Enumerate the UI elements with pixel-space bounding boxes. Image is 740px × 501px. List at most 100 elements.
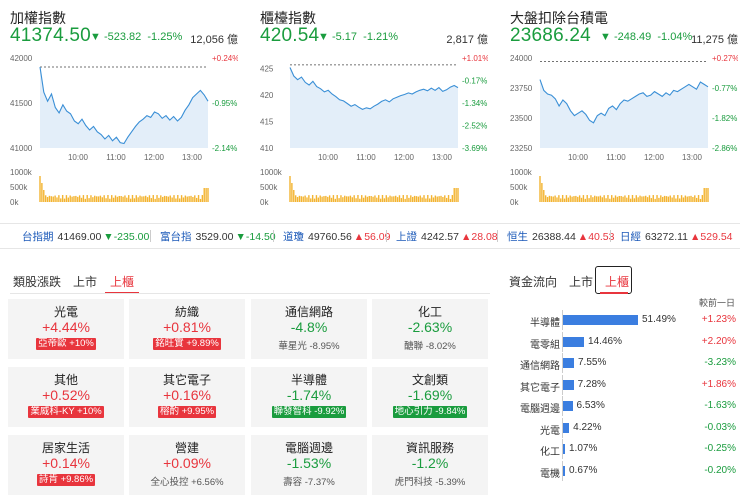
leader-text: 醣聯 -8.02% (404, 341, 456, 352)
tab-otc[interactable]: 上櫃 (110, 275, 135, 289)
volume-tick-label: 1000k (260, 168, 283, 177)
sector-percent: -4.8% (290, 319, 328, 335)
sector-name: 半導體 (290, 373, 327, 387)
divider (386, 230, 387, 242)
leader-text: 華星光 -8.95% (278, 341, 340, 352)
sector-card[interactable]: 通信網路 -4.8% 華星光 -8.95% (251, 299, 367, 359)
sector-card[interactable]: 其他 +0.52% 業威科-KY +10% (8, 367, 124, 427)
sector-percent: +0.81% (163, 319, 211, 335)
volume-tick-label: 0k (510, 198, 519, 207)
flow-compare-header: 較前一日 (698, 298, 735, 308)
divider (0, 248, 740, 249)
flow-bar (563, 444, 565, 454)
index-change: ▼ -248.49 -1.04% (600, 31, 693, 43)
index-panel-otc[interactable]: 櫃檯指數 420.54 ▼ -5.17 -1.21% 2,817 億 425 42… (260, 0, 488, 222)
index-title: 櫃檯指數 (260, 10, 316, 26)
index-title: 大盤扣除台積電 (510, 10, 608, 26)
leader-text: 虎門科技 -5.39% (394, 477, 466, 488)
tab-listed[interactable]: 上市 (569, 275, 594, 289)
flow-sector-name: 電機 (540, 468, 560, 480)
ticker-item[interactable]: 恒生 26388.44 ▲40.53 (507, 231, 615, 243)
index-value: 41374.50 (10, 25, 91, 46)
divider (150, 230, 151, 242)
sector-percent: -1.53% (286, 455, 332, 471)
tab-active-indicator (600, 292, 628, 294)
flow-share: 7.28% (577, 378, 606, 390)
sector-card[interactable]: 電腦週邊 -1.53% 壽容 -7.37% (251, 435, 367, 495)
sector-name: 其他 (53, 373, 78, 387)
flow-row[interactable]: 通信網路 7.55% -3.23% (509, 353, 740, 373)
sector-name: 紡織 (174, 305, 199, 319)
divider (10, 293, 490, 294)
sector-card[interactable]: 半導體 -1.74% 聯發智科 -9.92% (251, 367, 367, 427)
flow-row[interactable]: 光電 4.22% -0.03% (509, 417, 740, 438)
flow-sector-name: 光電 (540, 425, 560, 437)
sector-card[interactable]: 紡織 +0.81% 銘旺實 +9.89% (129, 299, 245, 359)
flow-sector-name: 其它電子 (520, 382, 560, 394)
sector-card[interactable]: 化工 -2.63% 醣聯 -8.02% (372, 299, 488, 359)
sector-name: 資訊服務 (405, 441, 454, 455)
index-panel-ex-tsmc[interactable]: 大盤扣除台積電 23686.24 ▼ -248.49 -1.04% 11,275… (510, 0, 738, 222)
flow-row[interactable]: 化工 1.07% -0.25% (509, 439, 740, 459)
sector-card[interactable]: 資訊服務 -1.2% 虎門科技 -5.39% (372, 435, 488, 495)
y-tick-label: 410 (260, 144, 274, 153)
flow-row[interactable]: 半導體 51.49% +1.23% (509, 310, 740, 330)
x-tick-label: 10:00 (568, 153, 589, 162)
sector-card[interactable]: 光電 +4.44% 亞帝歐 +10% (8, 299, 124, 359)
x-tick-label: 12:00 (144, 153, 165, 162)
flow-change: -1.63% (704, 400, 736, 411)
volume-tick-label: 500k (510, 183, 528, 192)
ticker-item[interactable]: 上證 4242.57 ▲28.08 (396, 231, 498, 243)
flow-row[interactable]: 其它電子 7.28% +1.86% (509, 374, 740, 395)
flow-row[interactable]: 電腦週邊 6.53% -1.63% (509, 396, 740, 416)
flow-change: -0.20% (704, 464, 736, 476)
percent-tick-label: -2.14% (212, 144, 237, 153)
sector-name: 居家生活 (41, 441, 90, 455)
sector-card[interactable]: 其它電子 +0.16% 榕酌 +9.95% (129, 367, 245, 427)
sector-card[interactable]: 居家生活 +0.14% 詩肯 +9.86% (8, 435, 124, 495)
flow-axis (562, 417, 563, 438)
percent-tick-label: +1.01% (462, 54, 488, 63)
y-tick-label: 41000 (10, 144, 33, 153)
y-tick-label: 415 (260, 118, 274, 127)
flow-share: 1.07% (569, 443, 598, 454)
index-chart: 24000 23750 23500 23250 +0.27% -0.77% -1.82% -2… (510, 54, 738, 207)
flow-row[interactable]: 電零組 14.46% +2.20% (509, 331, 740, 352)
y-tick-label: 42000 (10, 54, 33, 63)
x-tick-label: 10:00 (318, 153, 339, 162)
price-line (539, 79, 709, 124)
flow-bar (563, 336, 585, 347)
tab-otc[interactable]: 上櫃 (605, 275, 630, 289)
x-tick-label: 11:00 (606, 153, 626, 162)
sector-percent: +0.16% (163, 387, 211, 403)
sector-card[interactable]: 文創類 -1.69% 地心引力 -9.84% (372, 367, 488, 427)
price-area (540, 79, 708, 148)
index-change: ▼ -5.17 -1.21% (318, 31, 399, 43)
flow-change: -3.23% (704, 357, 736, 368)
divider (0, 223, 740, 224)
index-panel-taiex[interactable]: 加權指數 41374.50 ▼ -523.82 -1.25% 12,056 億 … (10, 0, 238, 222)
sector-leader: 聯發智科 -9.92% (251, 406, 367, 418)
y-tick-label: 420 (260, 91, 274, 100)
tab-listed[interactable]: 上市 (73, 275, 98, 289)
ticker-item[interactable]: 台指期 41469.00 ▼-235.00 (22, 231, 150, 243)
sector-name: 營建 (174, 441, 199, 455)
percent-tick-label: -0.17% (462, 77, 487, 86)
x-tick-label: 10:00 (68, 153, 89, 162)
flow-sector-name: 化工 (540, 447, 560, 458)
sector-percent: -2.63% (407, 319, 453, 335)
ticker-item[interactable]: 富台指 3529.00 ▼-14.50 (160, 231, 276, 243)
ticker-item[interactable]: 道瓊 49760.56 ▲56.09 (283, 231, 391, 243)
flow-row[interactable]: 電機 0.67% -0.20% (509, 460, 740, 481)
flow-axis (562, 310, 563, 330)
sector-card[interactable]: 營建 +0.09% 全心投控 +6.56% (129, 435, 245, 495)
flow-sector-name: 半導體 (530, 318, 560, 329)
ticker-item[interactable]: 日經 63272.11 ▲529.54 (620, 231, 733, 243)
flow-change: +1.86% (701, 378, 736, 390)
volume-tick-label: 500k (10, 183, 28, 192)
sector-leader: 銘旺實 +9.89% (129, 338, 245, 350)
sector-section-title: 類股漲跌 (13, 275, 62, 289)
flow-axis (562, 439, 563, 459)
volume-tick-label: 1000k (10, 168, 33, 177)
index-chart: 425 420 415 410 +1.01% -0.17% -1.34% -2.52% -3.6… (260, 54, 488, 207)
